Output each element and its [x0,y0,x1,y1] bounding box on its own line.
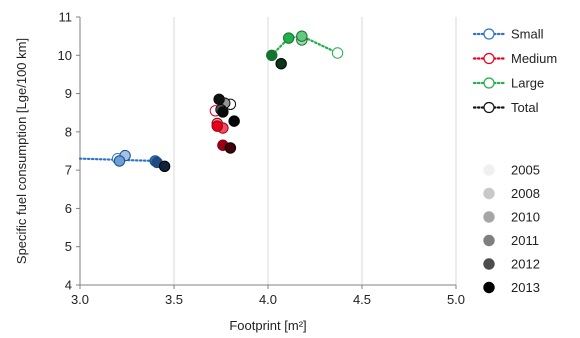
x-tick-label: 4.0 [259,292,277,307]
legend-year-marker [483,234,495,247]
legend-year-label: 2005 [511,163,540,178]
data-point-large [296,30,308,42]
legend-year-label: 2012 [511,257,540,272]
legend-year-marker [483,164,495,176]
legend-marker-medium [483,52,495,65]
legend-year-marker [483,281,495,294]
data-point-total [217,106,229,118]
y-tick-label: 4 [65,278,72,293]
y-tick-label: 11 [59,10,73,25]
legend-label-medium: Medium [511,51,557,66]
legend-marker-small [483,28,495,40]
data-point-total [228,115,240,127]
y-tick-label: 10 [58,48,72,63]
y-tick-label: 7 [65,163,72,178]
y-tick-label: 6 [65,201,72,216]
x-axis-title: Footprint [m²] [229,318,306,333]
data-point-total [213,93,225,106]
x-tick-label: 4.5 [353,292,371,307]
legend-year-marker [483,211,495,223]
legend-year-label: 2008 [511,186,540,201]
data-point-large [331,47,344,59]
x-tick-label: 3.5 [165,292,183,307]
x-tick-label: 3.0 [71,292,89,307]
x-tick-label: 5.0 [447,292,465,307]
legend-year-label: 2013 [511,280,540,295]
y-tick-label: 8 [65,124,72,139]
data-point-large [266,49,278,61]
legend-label-total: Total [511,100,539,115]
legend-label-small: Small [511,27,544,42]
legend-label-large: Large [511,76,544,91]
data-point-small [113,155,126,167]
data-point-large [282,32,295,44]
legend-year-marker [483,187,495,200]
y-axis-title: Specific fuel consumption [Lge/100 km] [14,38,29,264]
data-point-small [158,160,171,173]
legend-year-marker [483,258,495,270]
legend-marker-total [483,101,495,114]
data-point-medium [224,142,237,154]
legend-marker-large [483,77,495,89]
trend-line-large [270,35,339,57]
legend-year-label: 2011 [511,233,539,248]
y-tick-label: 5 [65,239,72,254]
data-point-large [275,58,287,70]
data-point-medium [211,120,223,132]
y-tick-label: 9 [65,86,72,101]
legend-year-label: 2010 [511,210,540,225]
